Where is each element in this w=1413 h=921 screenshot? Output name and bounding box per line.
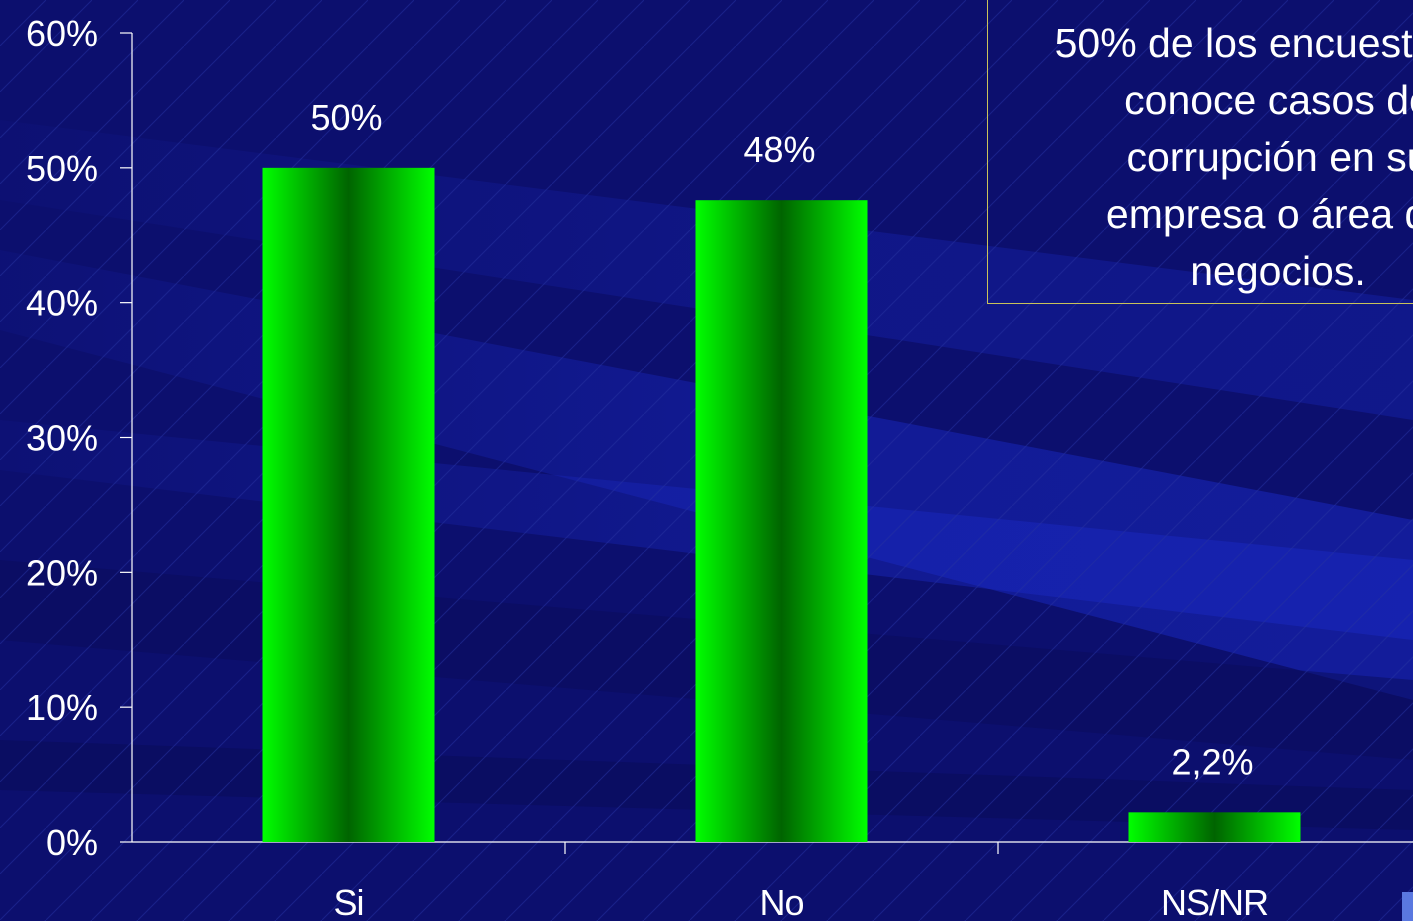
category-label: NS/NR xyxy=(1161,882,1268,921)
bar-no xyxy=(695,200,868,842)
y-tick-label: 60% xyxy=(26,13,98,54)
callout-box: 50% de los encuestados conoce casos de c… xyxy=(987,0,1413,304)
y-tick-label: 20% xyxy=(26,552,98,593)
y-tick-label: 0% xyxy=(46,822,98,863)
callout-text: 50% de los encuestados conoce casos de c… xyxy=(1054,20,1413,294)
slide-corner-decoration xyxy=(1402,892,1413,921)
y-tick-label: 50% xyxy=(26,148,98,189)
data-label: 2,2% xyxy=(1171,741,1253,782)
data-label: 48% xyxy=(743,129,815,170)
category-label: No xyxy=(759,882,803,921)
category-label: Si xyxy=(333,882,363,921)
chart-bars xyxy=(262,167,1301,843)
y-tick-label: 30% xyxy=(26,418,98,459)
y-tick-label: 10% xyxy=(26,687,98,728)
data-label: 50% xyxy=(310,97,382,138)
y-tick-label: 40% xyxy=(26,283,98,324)
bar-si xyxy=(262,167,435,843)
bar-ns-nr xyxy=(1128,812,1301,842)
chart-labels: 0% 10% 20% 30% 40% 50% 60% 50% Si 48% No 2,2% NS/NR xyxy=(26,13,1269,921)
